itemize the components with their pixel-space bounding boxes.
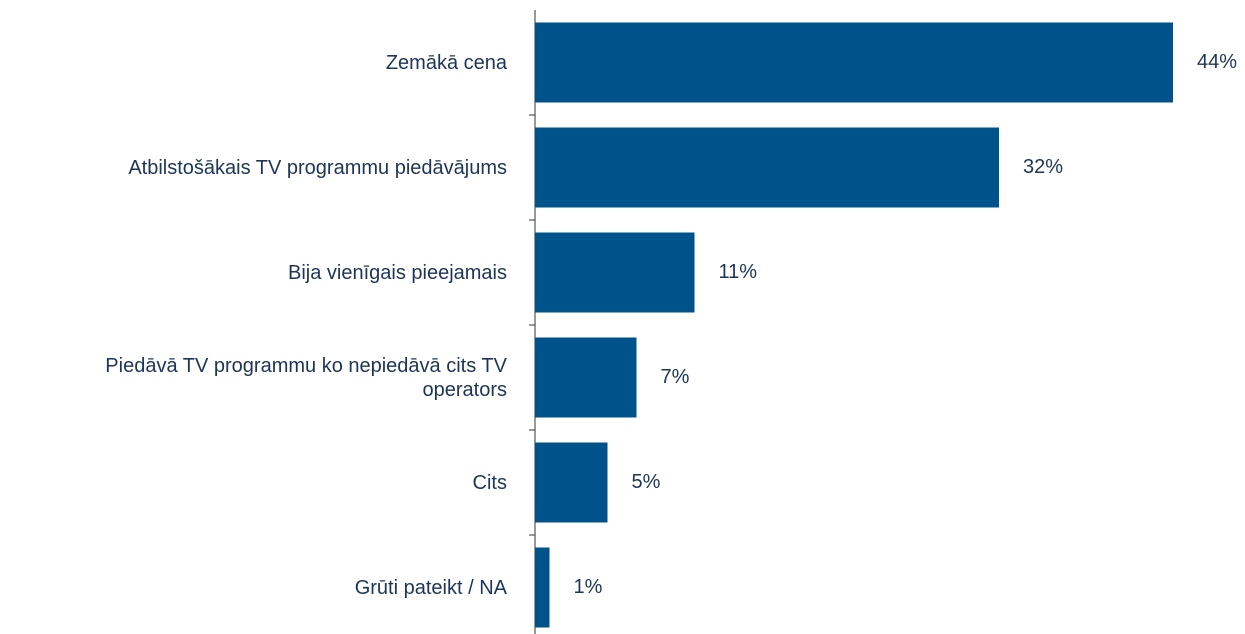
bar [535, 232, 695, 313]
bar [535, 22, 1173, 103]
category-label: Cits [472, 471, 507, 494]
bar [535, 442, 608, 523]
category-label: Bija vienīgais pieejamais [287, 261, 507, 284]
data-label: 7% [661, 366, 690, 388]
data-label: 32% [1023, 156, 1063, 178]
bar [535, 547, 550, 628]
data-label: 44% [1197, 51, 1237, 73]
data-label: 1% [574, 576, 603, 598]
bar [535, 337, 637, 418]
bar [535, 127, 999, 208]
category-label: Grūti pateikt / NA [354, 576, 507, 599]
category-label: Atbilstošākais TV programmu piedāvājums [128, 156, 507, 179]
data-label: 5% [632, 471, 661, 493]
category-label: Zemākā cena [385, 51, 507, 74]
category-label: Piedāvā TV programmu ko nepiedāvā cits T… [105, 354, 507, 401]
data-label: 11% [719, 261, 758, 283]
